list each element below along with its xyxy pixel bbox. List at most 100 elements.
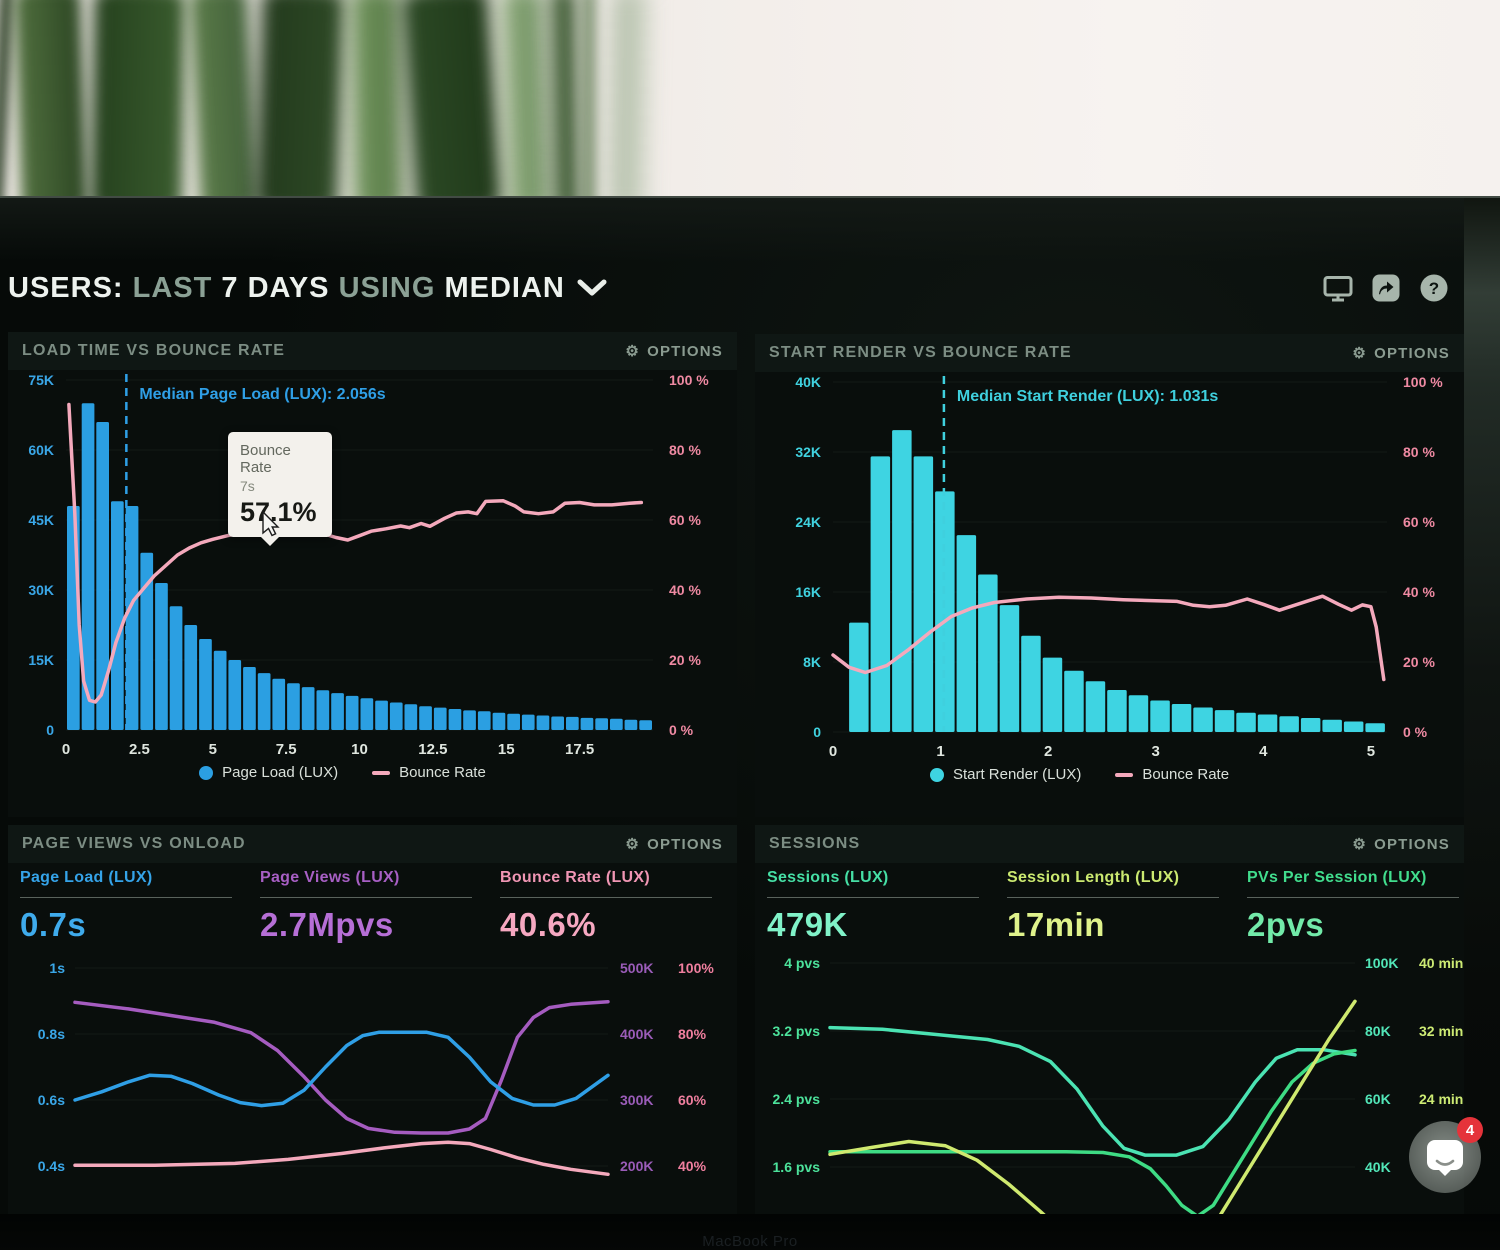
svg-text:75K: 75K bbox=[28, 372, 54, 388]
share-icon[interactable] bbox=[1370, 272, 1402, 304]
chat-widget-button[interactable]: 4 bbox=[1409, 1117, 1483, 1193]
svg-text:400K: 400K bbox=[620, 1026, 653, 1042]
svg-text:0: 0 bbox=[62, 741, 70, 758]
legend-item[interactable]: Bounce Rate bbox=[1115, 766, 1229, 783]
median-label: Median Page Load (LUX): 2.056s bbox=[139, 386, 385, 403]
metric-value: 2pvs bbox=[1247, 906, 1325, 943]
header-icons: ? bbox=[1322, 272, 1450, 304]
legend-line-marker bbox=[1115, 772, 1134, 777]
gear-icon: ⚙ bbox=[1352, 835, 1368, 853]
svg-text:80 %: 80 % bbox=[1403, 444, 1435, 460]
svg-text:17.5: 17.5 bbox=[565, 741, 594, 758]
metric: PVs Per Session (LUX) 2pvs bbox=[1247, 869, 1487, 944]
start-render-chart: 40K 32K 24K 16K 8K 0 100 % 80 % 60 % 40 % 20 % 0 % 0… bbox=[795, 374, 1443, 760]
chat-unread-badge: 4 bbox=[1457, 1117, 1483, 1143]
start-render-vs-bounce-rate-bars bbox=[849, 430, 1385, 733]
svg-text:2: 2 bbox=[1044, 743, 1052, 760]
display-icon[interactable] bbox=[1322, 272, 1354, 304]
legend: Start Render (LUX) Bounce Rate bbox=[755, 766, 1404, 783]
metric: Page Load (LUX) 0.7s bbox=[20, 869, 260, 944]
svg-text:32K: 32K bbox=[795, 444, 821, 460]
svg-text:0: 0 bbox=[46, 722, 54, 738]
panel-title: PAGE VIEWS VS ONLOAD bbox=[22, 835, 246, 852]
legend-item[interactable]: Start Render (LUX) bbox=[929, 766, 1082, 783]
plant-leaf bbox=[609, 0, 649, 196]
series-line bbox=[73, 999, 610, 1135]
legend-item[interactable]: Bounce Rate bbox=[372, 764, 486, 781]
legend-label: Page Load (LUX) bbox=[222, 764, 339, 781]
load-time-vs-bounce-rate-bars bbox=[67, 403, 652, 730]
title-part: USING bbox=[329, 271, 436, 304]
svg-text:60K: 60K bbox=[1365, 1091, 1391, 1107]
panel-header: PAGE VIEWS VS ONLOAD ⚙ OPTIONS bbox=[8, 825, 737, 863]
options-button[interactable]: ⚙ OPTIONS bbox=[625, 342, 723, 360]
metric: Page Views (LUX) 2.7Mpvs bbox=[260, 869, 500, 944]
panel-load-time-vs-bounce-rate: LOAD TIME VS BOUNCE RATE ⚙ OPTIONS 75K 60… bbox=[8, 332, 737, 817]
svg-text:60 %: 60 % bbox=[669, 512, 701, 528]
svg-text:40%: 40% bbox=[678, 1158, 707, 1174]
plant-leaf bbox=[400, 0, 504, 196]
metric-label: Page Load (LUX) bbox=[20, 869, 153, 886]
dashboard-header: USERS: LAST 7 DAYS USING MEDIAN bbox=[8, 260, 1464, 316]
svg-text:40K: 40K bbox=[795, 374, 821, 390]
svg-text:0 %: 0 % bbox=[1403, 724, 1428, 740]
options-button[interactable]: ⚙ OPTIONS bbox=[1352, 835, 1450, 853]
legend-dot-marker bbox=[929, 767, 944, 782]
legend-item[interactable]: Page Load (LUX) bbox=[199, 764, 338, 781]
svg-text:100 %: 100 % bbox=[1403, 374, 1443, 390]
panel-header: LOAD TIME VS BOUNCE RATE ⚙ OPTIONS bbox=[8, 332, 737, 370]
svg-text:12.5: 12.5 bbox=[418, 741, 447, 758]
metric-label: Session Length (LUX) bbox=[1007, 869, 1180, 886]
svg-text:0: 0 bbox=[813, 724, 821, 740]
title-part: LAST bbox=[123, 271, 213, 304]
legend-line-marker bbox=[372, 770, 391, 775]
svg-text:200K: 200K bbox=[620, 1158, 653, 1174]
svg-text:20 %: 20 % bbox=[669, 652, 701, 668]
svg-text:10: 10 bbox=[351, 741, 368, 758]
plant-leaf bbox=[549, 0, 581, 196]
plant-leaf bbox=[189, 0, 259, 196]
panel-title: LOAD TIME VS BOUNCE RATE bbox=[22, 342, 286, 359]
svg-text:0 %: 0 % bbox=[669, 722, 694, 738]
svg-text:100K: 100K bbox=[1365, 955, 1398, 971]
bezel-branding: MacBook Pro bbox=[702, 1233, 798, 1250]
svg-text:2.5: 2.5 bbox=[129, 741, 150, 758]
screen-edge-glare bbox=[1464, 198, 1500, 1250]
metric-value: 17min bbox=[1007, 906, 1105, 943]
panel-header: START RENDER VS BOUNCE RATE ⚙ OPTIONS bbox=[755, 334, 1464, 372]
svg-text:1.6 pvs: 1.6 pvs bbox=[773, 1159, 821, 1175]
metric-divider bbox=[1007, 897, 1219, 898]
laptop-screen: USERS: LAST 7 DAYS USING MEDIAN bbox=[0, 196, 1500, 1250]
svg-text:300K: 300K bbox=[620, 1092, 653, 1108]
legend-label: Start Render (LUX) bbox=[952, 766, 1082, 783]
series-line bbox=[828, 1048, 1357, 1214]
legend-label: Bounce Rate bbox=[399, 764, 486, 781]
series-line bbox=[828, 999, 1357, 1214]
svg-text:60K: 60K bbox=[28, 442, 54, 458]
plant-leaf bbox=[0, 0, 15, 196]
options-button[interactable]: ⚙ OPTIONS bbox=[1352, 344, 1450, 362]
metric-divider bbox=[1247, 897, 1459, 898]
background-photo bbox=[0, 0, 1500, 196]
options-button[interactable]: ⚙ OPTIONS bbox=[625, 835, 723, 853]
svg-text:3.2 pvs: 3.2 pvs bbox=[773, 1023, 821, 1039]
svg-text:60 %: 60 % bbox=[1403, 514, 1435, 530]
metric: Bounce Rate (LUX) 40.6% bbox=[500, 869, 740, 944]
metric: Session Length (LUX) 17min bbox=[1007, 869, 1247, 944]
help-icon[interactable]: ? bbox=[1418, 272, 1450, 304]
metric-divider bbox=[500, 897, 712, 898]
svg-text:80 %: 80 % bbox=[669, 442, 701, 458]
gear-icon: ⚙ bbox=[625, 342, 641, 360]
svg-text:500K: 500K bbox=[620, 960, 653, 976]
svg-text:40 min: 40 min bbox=[1419, 955, 1463, 971]
tooltip-title: Bounce Rate bbox=[240, 442, 291, 476]
svg-text:4: 4 bbox=[1259, 743, 1268, 760]
plant-leaf bbox=[584, 0, 594, 196]
metric-value: 0.7s bbox=[20, 906, 87, 943]
page-title-dropdown[interactable]: USERS: LAST 7 DAYS USING MEDIAN bbox=[8, 272, 607, 305]
panel-start-render-vs-bounce-rate: START RENDER VS BOUNCE RATE ⚙ OPTIONS 40… bbox=[755, 334, 1464, 817]
page-title: USERS: LAST 7 DAYS USING MEDIAN bbox=[8, 272, 565, 305]
svg-text:1: 1 bbox=[936, 743, 944, 760]
metric-label: Bounce Rate (LUX) bbox=[500, 869, 650, 886]
